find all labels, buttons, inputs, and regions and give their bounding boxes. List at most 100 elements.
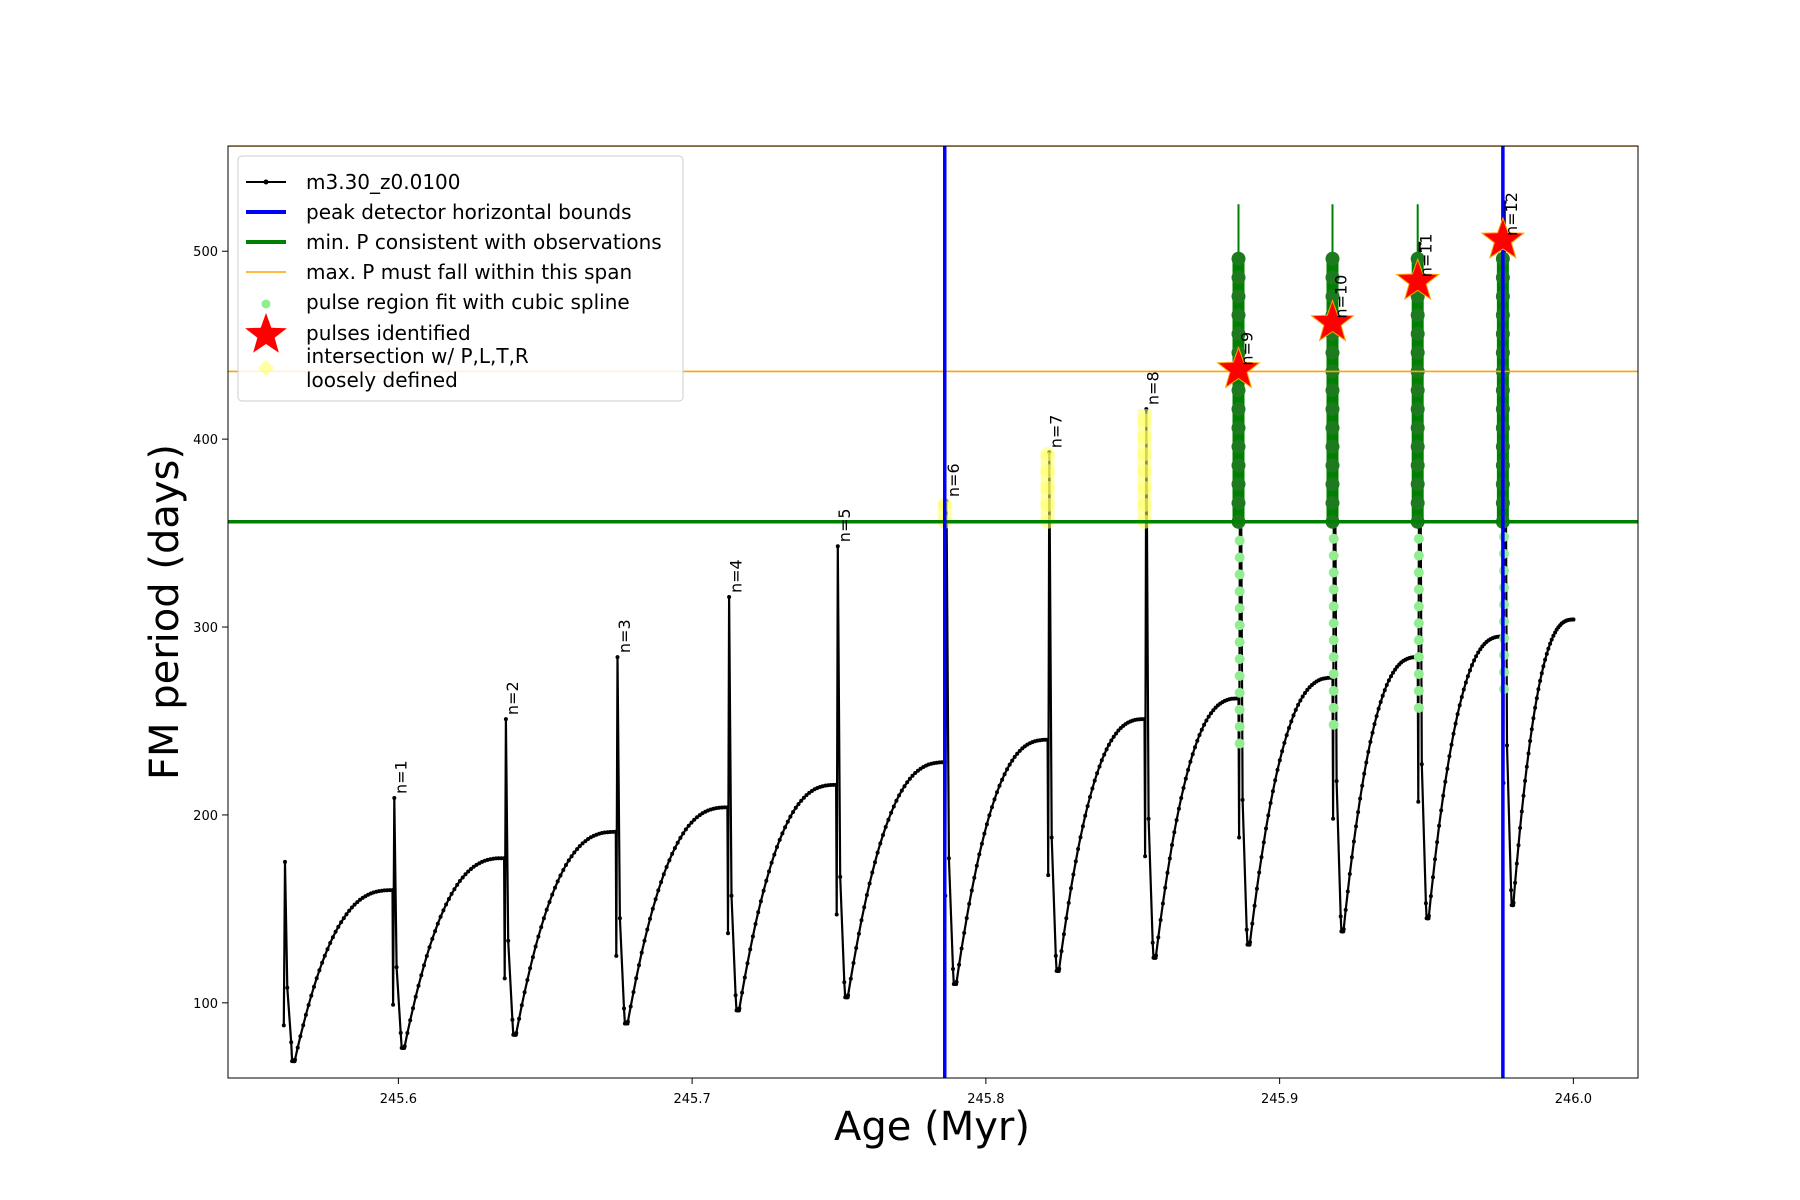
curve-marker — [777, 837, 782, 842]
curve-marker — [783, 825, 788, 830]
curve-marker — [1358, 796, 1363, 801]
curve-marker — [419, 973, 424, 978]
curve-marker — [1356, 810, 1361, 815]
curve-marker — [424, 954, 429, 958]
curve-marker — [864, 893, 869, 897]
pulse-region-marker — [1325, 383, 1340, 398]
curve-marker — [285, 985, 290, 990]
curve-marker — [1433, 857, 1437, 862]
curve-marker — [954, 979, 959, 984]
pulse-region-marker — [1231, 420, 1246, 435]
curve-marker — [753, 922, 758, 926]
curve-marker — [725, 805, 730, 810]
curve-marker — [902, 784, 907, 789]
curve-marker — [281, 1023, 286, 1028]
curve-marker — [791, 810, 796, 814]
legend-entry-4: max. P must fall within this span — [246, 260, 632, 284]
curve-marker — [1000, 777, 1005, 782]
curve-marker — [1275, 767, 1280, 772]
curve-marker — [1551, 633, 1556, 638]
curve-marker — [695, 815, 699, 820]
curve-marker — [799, 798, 804, 803]
curve-marker — [1277, 758, 1282, 763]
curve-marker — [1143, 854, 1148, 859]
y-tick-label: 100 — [193, 997, 218, 1012]
curve-marker — [1548, 641, 1553, 646]
curve-marker — [506, 938, 511, 943]
curve-marker — [1088, 795, 1092, 799]
curve-marker — [1066, 900, 1071, 905]
curve-marker — [309, 993, 314, 998]
cubic-fit-dot — [1328, 584, 1339, 595]
curve-marker — [834, 782, 839, 787]
curve-marker — [1443, 779, 1448, 784]
curve-marker — [873, 860, 877, 865]
curve-marker — [1150, 940, 1155, 945]
curve-marker — [870, 870, 875, 875]
curve-marker — [411, 1006, 415, 1011]
curve-marker — [1419, 762, 1424, 767]
curve-marker — [441, 908, 446, 913]
legend-box — [237, 155, 684, 402]
curve-marker — [1368, 739, 1373, 744]
curve-marker — [1360, 783, 1365, 788]
pulse-region-marker — [1231, 270, 1246, 285]
curve-marker — [1351, 839, 1356, 844]
cubic-fit-dot — [1328, 601, 1339, 612]
pulse-region-marker — [1410, 496, 1425, 511]
curve-marker — [742, 975, 747, 980]
curve-marker — [1116, 728, 1121, 733]
curve-marker — [320, 960, 325, 965]
cubic-fit-dot — [1328, 685, 1339, 696]
cubic-fit-dot — [1413, 533, 1424, 544]
cubic-fit-dot — [1234, 704, 1245, 715]
curve-marker — [1257, 870, 1262, 875]
curve-marker — [1366, 749, 1371, 754]
pulse-region-marker — [1231, 326, 1246, 341]
curve-marker — [1017, 748, 1022, 753]
curve-marker — [1064, 916, 1069, 921]
curve-marker — [1090, 786, 1095, 791]
curve-marker — [391, 1002, 396, 1007]
pulse-star-n11 — [1395, 257, 1441, 301]
curve-marker — [750, 934, 755, 939]
curve-marker — [1531, 716, 1536, 721]
x-axis-ticks: 245.6 245.7 245.8 245.9 246.0 — [380, 1078, 1592, 1107]
curve-marker — [1059, 949, 1064, 954]
cubic-fit-dot — [1413, 584, 1424, 595]
curve-marker — [745, 961, 750, 966]
curve-marker — [1303, 691, 1307, 695]
curve-marker — [653, 897, 658, 902]
curve-marker — [1176, 806, 1181, 811]
curve-marker — [1571, 617, 1576, 622]
cubic-fit-dot — [1234, 653, 1245, 664]
legend-label: intersection w/ P,L,T,R loosely defined — [306, 344, 529, 392]
curve-marker — [1111, 734, 1116, 739]
curve-marker — [1190, 752, 1195, 757]
curve-marker — [967, 901, 972, 906]
curve-marker — [1085, 804, 1090, 809]
curve-marker — [1053, 953, 1058, 958]
curve-marker — [390, 888, 395, 893]
cubic-fit-dot — [1328, 533, 1339, 544]
curve-marker — [528, 966, 533, 971]
curve-marker — [946, 856, 951, 861]
curve-marker — [298, 1034, 303, 1039]
curve-marker — [650, 906, 655, 911]
curve-marker — [1076, 847, 1081, 851]
curve-marker — [405, 1031, 410, 1035]
curve-marker — [692, 817, 697, 822]
pulse-label-n1: n=1 — [392, 760, 411, 794]
curve-marker — [910, 773, 915, 778]
curve-marker — [547, 900, 552, 904]
curve-marker — [881, 833, 885, 837]
curve-marker — [1338, 914, 1343, 919]
curve-marker — [519, 1003, 524, 1008]
curve-marker — [1465, 674, 1470, 679]
curve-marker — [737, 1006, 742, 1011]
curve-marker — [352, 902, 357, 907]
pulse-region-marker — [1325, 477, 1340, 492]
curve-marker — [1474, 654, 1479, 659]
curve-marker — [1298, 698, 1303, 703]
curve-marker — [1167, 856, 1172, 861]
